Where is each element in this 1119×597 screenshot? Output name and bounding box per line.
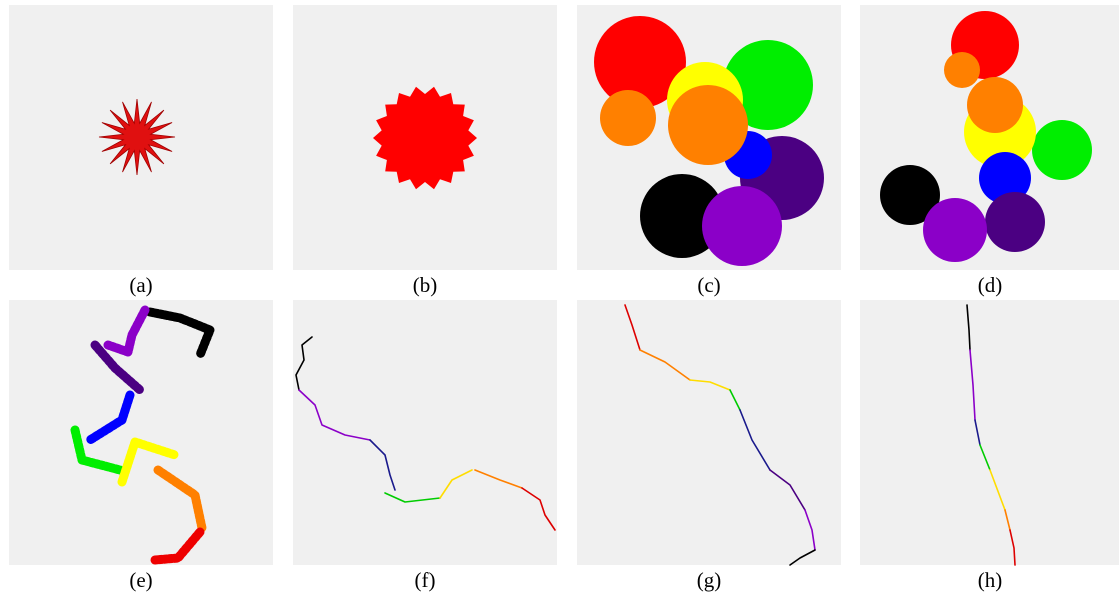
panel-label: (b) <box>413 273 438 297</box>
panel-h <box>860 300 1119 565</box>
panel-label: (a) <box>129 273 152 297</box>
panel-label: (d) <box>978 273 1003 297</box>
panel-e <box>9 300 273 565</box>
blob <box>967 77 1023 133</box>
blob <box>702 186 782 266</box>
panel-label: (g) <box>697 568 722 592</box>
blob <box>944 52 980 88</box>
blob <box>1032 120 1092 180</box>
panel-label: (h) <box>978 568 1003 592</box>
panel-label: (c) <box>697 273 720 297</box>
figure: (a) (b) (c) (d) (e) (f) (g) (h) <box>0 0 1119 597</box>
panel-label: (e) <box>129 568 152 592</box>
star-fractal <box>99 99 175 175</box>
panel-f <box>293 300 557 565</box>
blob <box>985 192 1045 252</box>
panel-g <box>577 300 841 565</box>
blob <box>600 90 656 146</box>
panel-label: (f) <box>415 568 436 592</box>
blob <box>923 198 987 262</box>
blob <box>668 85 748 165</box>
